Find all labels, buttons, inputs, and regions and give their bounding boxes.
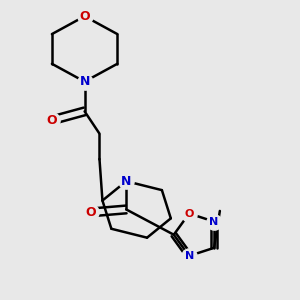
Text: O: O bbox=[79, 10, 90, 23]
Text: O: O bbox=[184, 208, 194, 218]
Text: N: N bbox=[184, 251, 194, 261]
Text: O: O bbox=[85, 206, 96, 219]
Text: N: N bbox=[121, 175, 131, 188]
Text: N: N bbox=[209, 217, 219, 226]
Text: N: N bbox=[80, 75, 90, 88]
Text: O: O bbox=[46, 114, 57, 127]
